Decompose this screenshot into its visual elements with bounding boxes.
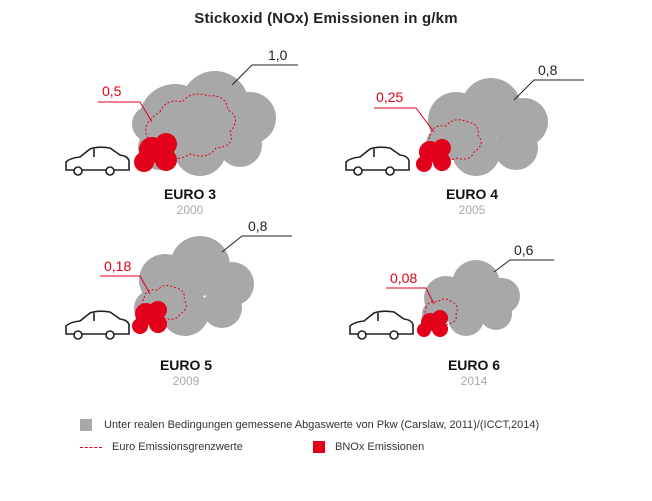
bnox-cloud	[417, 310, 448, 337]
limit-value-label: 0,25	[376, 89, 403, 105]
real-value-label: 0,8	[538, 62, 558, 78]
limit-leader-line	[386, 287, 435, 305]
euro-6-illustration: 0,6 0,08	[349, 242, 554, 340]
real-leader-line	[493, 259, 554, 273]
euro-norm-year: 2009	[172, 374, 200, 388]
panel-euro-3: 1,0 0,5 EURO 3 2000	[0, 40, 326, 225]
euro-4-illustration: 0,8 0,25	[345, 62, 584, 176]
bnox-cloud	[416, 139, 451, 172]
real-leader-line	[513, 79, 584, 101]
diagram-title: Stickoxid (NOx) Emissionen in g/km	[194, 10, 458, 27]
panel-euro-4: 0,8 0,25 EURO 4 2005	[326, 40, 652, 225]
real-emission-cloud	[426, 78, 548, 176]
legend-bnox-label: BNOx Emissionen	[335, 441, 425, 453]
limit-leader-line	[374, 107, 435, 133]
panel-euro-5: 0,8 0,18 EURO 5 2009	[0, 210, 326, 395]
legend-limit: Euro Emissionsgrenzwerte	[80, 441, 243, 453]
real-emission-cloud	[422, 260, 520, 336]
euro-5-illustration: 0,8 0,18	[65, 218, 292, 340]
real-value-label: 0,6	[514, 242, 534, 258]
bnox-cloud	[134, 133, 177, 172]
dashed-line-icon	[80, 446, 102, 448]
real-leader-line	[221, 235, 292, 253]
euro-norm-year: 2005	[458, 203, 486, 217]
real-leader-line	[231, 64, 298, 86]
limit-value-label: 0,5	[102, 83, 122, 99]
legend-real-label: Unter realen Bedingungen gemessene Abgas…	[104, 419, 540, 431]
bnox-cloud	[132, 301, 167, 334]
limit-leader-line	[98, 101, 153, 123]
euro-norm-year: 2000	[176, 203, 204, 217]
euro-3-illustration: 1,0 0,5	[65, 47, 298, 176]
euro-norm-year: 2014	[460, 374, 488, 388]
euro-norm-name: EURO 6	[447, 357, 501, 373]
legend-bnox: BNOx Emissionen	[313, 441, 424, 453]
legend-real: Unter realen Bedingungen gemessene Abgas…	[80, 419, 539, 431]
car-icon	[65, 310, 130, 340]
real-value-label: 0,8	[248, 218, 268, 234]
legend-limit-label: Euro Emissionsgrenzwerte	[112, 441, 243, 453]
euro-norm-name: EURO 4	[445, 186, 499, 202]
limit-value-label: 0,18	[104, 258, 131, 274]
euro-norm-name: EURO 5	[159, 357, 213, 373]
panel-euro-6: 0,6 0,08 EURO 6 2014	[326, 210, 652, 395]
car-icon	[65, 146, 130, 176]
red-swatch-icon	[313, 441, 325, 453]
limit-dashed-cloud	[145, 93, 236, 159]
euro-norm-name: EURO 3	[163, 186, 217, 202]
car-icon	[345, 146, 410, 176]
real-emission-cloud	[134, 236, 254, 336]
grey-swatch-icon	[80, 419, 92, 431]
limit-value-label: 0,08	[390, 270, 417, 286]
real-value-label: 1,0	[268, 47, 288, 63]
limit-leader-line	[100, 275, 151, 295]
car-icon	[349, 310, 414, 340]
